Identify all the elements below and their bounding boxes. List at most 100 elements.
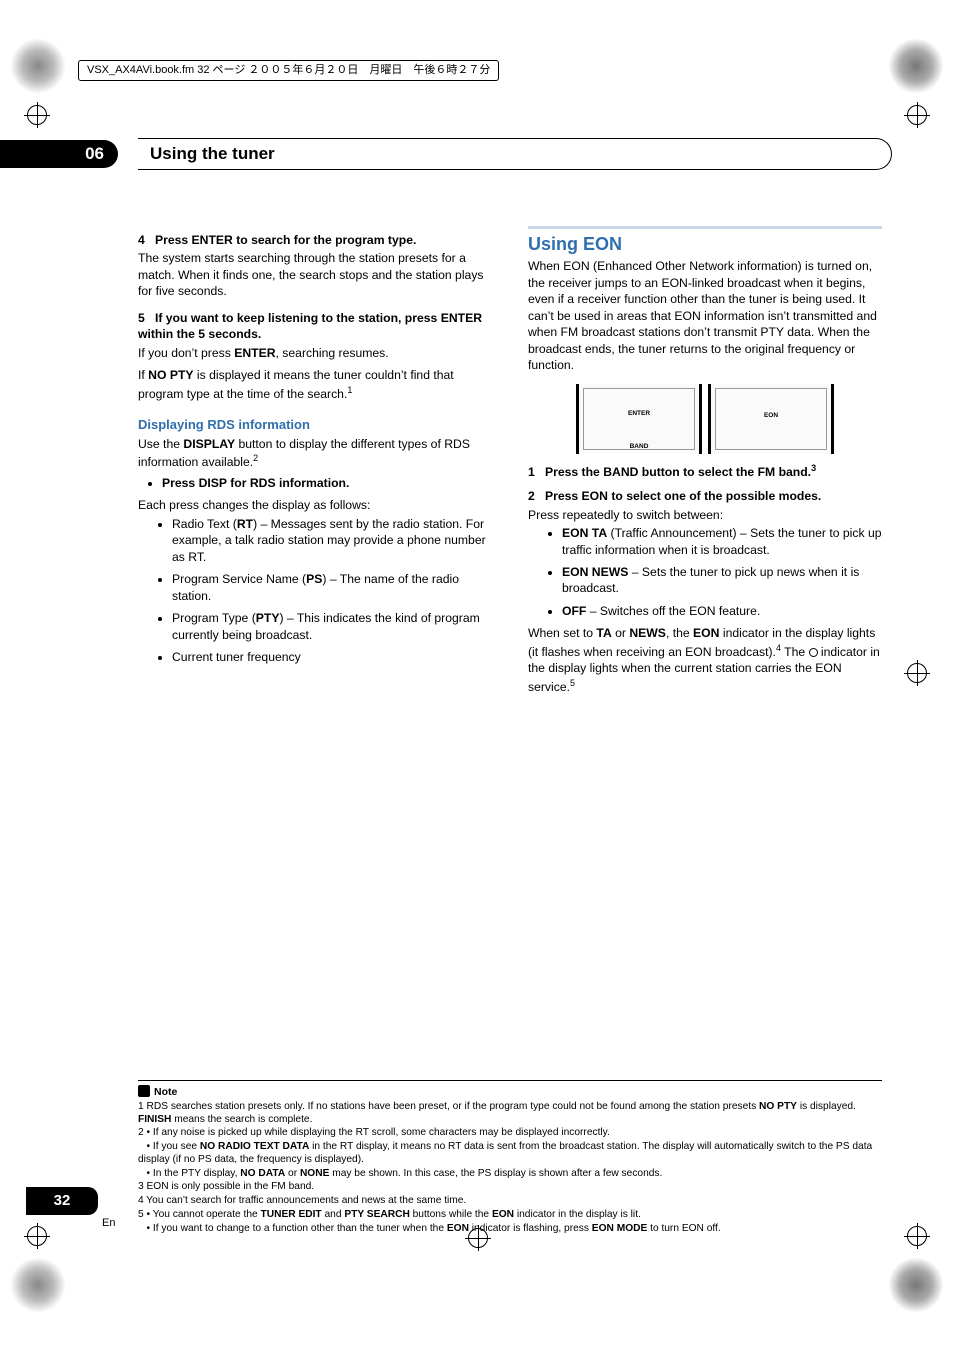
rds-body: Use the DISPLAY button to display the di… bbox=[138, 436, 492, 471]
bold: EON bbox=[447, 1223, 469, 1234]
text: Use the bbox=[138, 437, 183, 451]
text: may be shown. In this case, the PS displ… bbox=[329, 1168, 662, 1179]
crosshair-icon bbox=[24, 1223, 50, 1249]
chapter-title: Using the tuner bbox=[138, 138, 892, 170]
list-item: Radio Text (RT) – Messages sent by the r… bbox=[172, 516, 492, 565]
note-heading: Note bbox=[138, 1086, 177, 1098]
text: If you don’t press bbox=[138, 346, 234, 360]
text: – Switches off the EON feature. bbox=[586, 604, 760, 618]
step-number: 2 bbox=[528, 489, 535, 503]
registration-mark-tr bbox=[888, 38, 944, 94]
list-item: Current tuner frequency bbox=[172, 649, 492, 665]
left-column: 4 Press ENTER to search for the program … bbox=[138, 226, 492, 695]
footnotes: Note 1 RDS searches station presets only… bbox=[138, 1080, 882, 1235]
bold: EON TA bbox=[562, 526, 607, 540]
step-title: Press ENTER to search for the program ty… bbox=[155, 233, 416, 247]
bold: Press DISP for RDS information. bbox=[162, 476, 349, 490]
diagram-panel-right: EON bbox=[708, 384, 834, 454]
bookfm-line: VSX_AX4AVi.book.fm 32 ページ ２００５年６月２０日 月曜日… bbox=[78, 60, 499, 81]
page-number: 32 bbox=[26, 1187, 98, 1215]
bold: NO PTY bbox=[759, 1101, 797, 1112]
step-title: Press the BAND button to select the FM b… bbox=[545, 465, 811, 479]
text: indicator is flashing, press bbox=[469, 1223, 592, 1234]
footnote: • In the PTY display, NO DATA or NONE ma… bbox=[138, 1168, 882, 1181]
bold: FINISH bbox=[138, 1114, 171, 1125]
footnote: 4 You can’t search for traffic announcem… bbox=[138, 1195, 882, 1208]
step4: 4 Press ENTER to search for the program … bbox=[138, 232, 492, 248]
bold: PTY SEARCH bbox=[344, 1209, 409, 1220]
bold: EON bbox=[693, 626, 719, 640]
text: , the bbox=[666, 626, 693, 640]
step4-body: The system starts searching through the … bbox=[138, 250, 492, 299]
list-item: OFF – Switches off the EON feature. bbox=[562, 603, 882, 619]
footnote: 5 • You cannot operate the TUNER EDIT an… bbox=[138, 1209, 882, 1222]
crosshair-icon bbox=[904, 1223, 930, 1249]
step5-body: If you don’t press ENTER, searching resu… bbox=[138, 345, 492, 361]
disp-line: Press DISP for RDS information. bbox=[162, 475, 492, 491]
bold: PTY bbox=[256, 611, 280, 625]
eon-head: Using EON bbox=[528, 232, 882, 256]
bold: NO PTY bbox=[148, 368, 193, 382]
bold: EON bbox=[492, 1209, 514, 1220]
crosshair-icon bbox=[904, 660, 930, 686]
superscript: 1 bbox=[347, 385, 352, 395]
step1: 1 Press the BAND button to select the FM… bbox=[528, 462, 882, 481]
bold: NEWS bbox=[629, 626, 666, 640]
text: (Traffic Announcement) – Sets the tuner … bbox=[562, 526, 882, 556]
bold: PS bbox=[306, 572, 322, 586]
text: means the search is complete. bbox=[171, 1114, 312, 1125]
step-number: 5 bbox=[138, 311, 145, 325]
text: 1 RDS searches station presets only. If … bbox=[138, 1101, 759, 1112]
list-item: EON NEWS – Sets the tuner to pick up new… bbox=[562, 564, 882, 597]
step2: 2 Press EON to select one of the possibl… bbox=[528, 488, 882, 504]
disp-sub: Each press changes the display as follow… bbox=[138, 497, 492, 513]
list-item: EON TA (Traffic Announcement) – Sets the… bbox=[562, 525, 882, 558]
bold: NONE bbox=[300, 1168, 329, 1179]
step-number: 4 bbox=[138, 233, 145, 247]
step-number: 1 bbox=[528, 465, 535, 479]
rds-head: Displaying RDS information bbox=[138, 416, 492, 434]
bold: TA bbox=[596, 626, 611, 640]
section-rule bbox=[528, 226, 882, 229]
text: and bbox=[322, 1209, 345, 1220]
superscript: 3 bbox=[811, 463, 816, 473]
bold: DISPLAY bbox=[183, 437, 235, 451]
footnote: 2 • If any noise is picked up while disp… bbox=[138, 1127, 882, 1140]
list-item: Program Type (PTY) – This indicates the … bbox=[172, 610, 492, 643]
list-item: Program Service Name (PS) – The name of … bbox=[172, 571, 492, 604]
registration-mark-br bbox=[888, 1257, 944, 1313]
text: to turn EON off. bbox=[647, 1223, 720, 1234]
nopty: If NO PTY is displayed it means the tune… bbox=[138, 367, 492, 402]
text: , searching resumes. bbox=[276, 346, 389, 360]
text: • If you see bbox=[147, 1141, 200, 1152]
text: If bbox=[138, 368, 148, 382]
step5: 5 If you want to keep listening to the s… bbox=[138, 310, 492, 343]
step-title: Press EON to select one of the possible … bbox=[545, 489, 821, 503]
remote-diagram: ENTER BAND EON bbox=[528, 384, 882, 454]
bold: EON NEWS bbox=[562, 565, 628, 579]
eon-tail: When set to TA or NEWS, the EON indicato… bbox=[528, 625, 882, 695]
footnote: • If you see NO RADIO TEXT DATA in the R… bbox=[138, 1141, 882, 1167]
step2-sub: Press repeatedly to switch between: bbox=[528, 507, 882, 523]
bold: EON MODE bbox=[592, 1223, 647, 1234]
right-column: Using EON When EON (Enhanced Other Netwo… bbox=[528, 226, 882, 695]
bold: TUNER EDIT bbox=[261, 1209, 322, 1220]
text: • In the PTY display, bbox=[147, 1168, 241, 1179]
text: is displayed. bbox=[797, 1101, 856, 1112]
text: 5 • You cannot operate the bbox=[138, 1209, 261, 1220]
footnote: 3 EON is only possible in the FM band. bbox=[138, 1181, 882, 1194]
text: When set to bbox=[528, 626, 596, 640]
footnote: 1 RDS searches station presets only. If … bbox=[138, 1101, 882, 1127]
text: or bbox=[285, 1168, 300, 1179]
text: • If you want to change to a function ot… bbox=[147, 1223, 447, 1234]
bold: OFF bbox=[562, 604, 586, 618]
text: Program Service Name ( bbox=[172, 572, 306, 586]
diagram-panel-left: ENTER BAND bbox=[576, 384, 702, 454]
registration-mark-bl bbox=[10, 1257, 66, 1313]
crosshair-icon bbox=[24, 102, 50, 128]
chapter-number: 06 bbox=[0, 140, 118, 168]
superscript: 5 bbox=[570, 678, 575, 688]
text: buttons while the bbox=[410, 1209, 492, 1220]
registration-mark-tl bbox=[10, 38, 66, 94]
text: The bbox=[781, 645, 809, 659]
